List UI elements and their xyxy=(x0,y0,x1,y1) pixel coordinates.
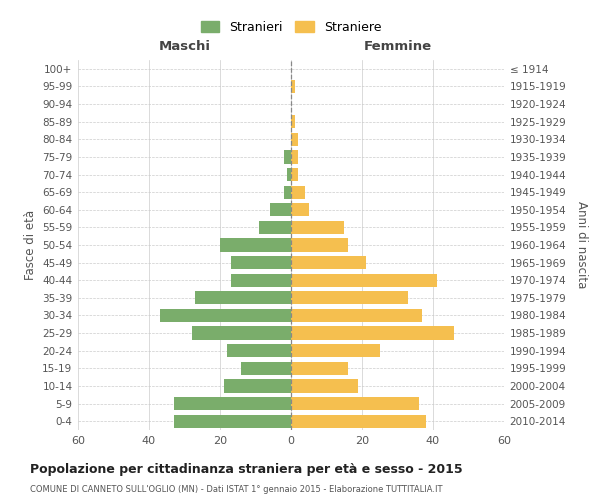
Bar xyxy=(220,238,291,252)
Text: Popolazione per cittadinanza straniera per età e sesso - 2015: Popolazione per cittadinanza straniera p… xyxy=(30,462,463,475)
Bar xyxy=(291,362,348,375)
Bar xyxy=(291,414,426,428)
Legend: Stranieri, Straniere: Stranieri, Straniere xyxy=(196,16,386,38)
Bar xyxy=(230,274,291,287)
Bar xyxy=(291,203,309,216)
Text: COMUNE DI CANNETO SULL'OGLIO (MN) - Dati ISTAT 1° gennaio 2015 - Elaborazione TU: COMUNE DI CANNETO SULL'OGLIO (MN) - Dati… xyxy=(30,485,443,494)
Bar xyxy=(195,291,291,304)
Bar xyxy=(174,397,291,410)
Y-axis label: Anni di nascita: Anni di nascita xyxy=(575,202,587,288)
Bar xyxy=(284,186,291,198)
Bar xyxy=(291,238,348,252)
Bar xyxy=(291,380,358,392)
Bar xyxy=(227,344,291,358)
Bar xyxy=(291,274,437,287)
Bar xyxy=(291,115,295,128)
Bar xyxy=(291,291,408,304)
Bar xyxy=(291,168,298,181)
Bar xyxy=(291,397,419,410)
Y-axis label: Fasce di età: Fasce di età xyxy=(23,210,37,280)
Bar xyxy=(241,362,291,375)
Bar xyxy=(291,344,380,358)
Bar xyxy=(174,414,291,428)
Bar xyxy=(291,221,344,234)
Bar xyxy=(291,80,295,93)
Bar xyxy=(259,221,291,234)
Bar xyxy=(191,326,291,340)
Bar xyxy=(230,256,291,269)
Bar xyxy=(291,186,305,198)
Bar xyxy=(291,256,365,269)
Text: Maschi: Maschi xyxy=(158,40,211,53)
Bar xyxy=(160,309,291,322)
Bar xyxy=(224,380,291,392)
Text: Femmine: Femmine xyxy=(364,40,431,53)
Bar xyxy=(291,309,422,322)
Bar xyxy=(284,150,291,164)
Bar xyxy=(270,203,291,216)
Bar xyxy=(291,326,454,340)
Bar xyxy=(287,168,291,181)
Bar xyxy=(291,132,298,146)
Bar xyxy=(291,150,298,164)
